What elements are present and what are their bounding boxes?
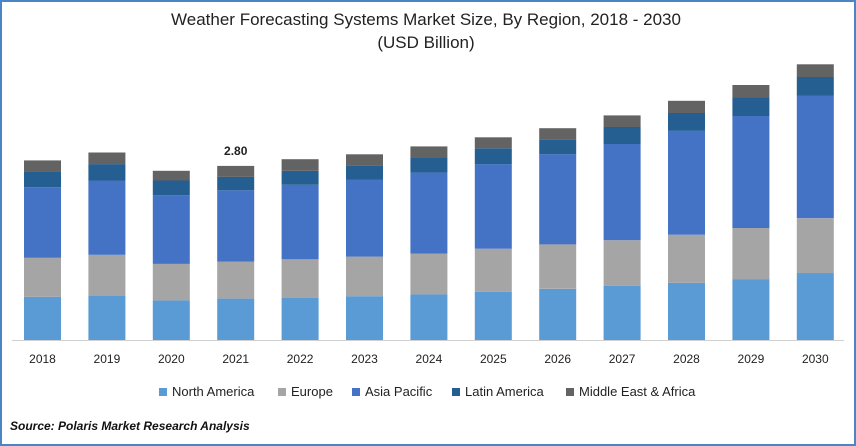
- x-tick-label-2027: 2027: [609, 352, 636, 366]
- bar-segment-asia-pacific-2022: [281, 184, 319, 260]
- bar-segment-middle-east-africa-2022: [281, 159, 319, 171]
- data-label-2021: 2.80: [224, 144, 248, 158]
- legend-label-middle-east-africa: Middle East & Africa: [579, 384, 696, 399]
- bar-segment-middle-east-africa-2024: [410, 146, 448, 158]
- bar-segment-middle-east-africa-2018: [24, 160, 61, 172]
- legend-swatch-north-america: [159, 388, 167, 396]
- legend-label-north-america: North America: [172, 384, 255, 399]
- bar-segment-latin-america-2018: [24, 171, 61, 188]
- bar-segment-latin-america-2027: [603, 127, 641, 144]
- legend-swatch-europe: [278, 388, 286, 396]
- bar-segment-north-america-2022: [281, 297, 319, 340]
- x-tick-label-2024: 2024: [416, 352, 443, 366]
- bar-segment-europe-2023: [346, 256, 383, 297]
- bar-segment-latin-america-2023: [346, 165, 383, 180]
- legend-label-europe: Europe: [291, 384, 333, 399]
- x-tick-label-2026: 2026: [544, 352, 571, 366]
- x-tick-label-2021: 2021: [222, 352, 249, 366]
- bar-segment-asia-pacific-2029: [732, 116, 770, 228]
- bar-segment-asia-pacific-2020: [152, 195, 190, 264]
- bar-segment-europe-2022: [281, 259, 319, 298]
- bar-segment-europe-2020: [152, 263, 190, 301]
- x-tick-label-2028: 2028: [673, 352, 700, 366]
- bar-segment-latin-america-2024: [410, 158, 448, 173]
- bar-segment-europe-2028: [668, 234, 705, 283]
- bar-segment-asia-pacific-2030: [796, 95, 834, 219]
- bar-segment-europe-2021: [217, 261, 255, 299]
- bar-segment-europe-2018: [24, 257, 61, 297]
- bar-segment-middle-east-africa-2027: [603, 115, 641, 127]
- bar-segment-europe-2024: [410, 253, 448, 295]
- bar-segment-latin-america-2028: [668, 113, 705, 131]
- source-note: Source: Polaris Market Research Analysis: [10, 419, 250, 433]
- bar-segment-north-america-2029: [732, 279, 770, 340]
- bar-segment-latin-america-2020: [152, 180, 190, 196]
- bar-segment-asia-pacific-2024: [410, 172, 448, 254]
- bar-segment-middle-east-africa-2019: [88, 152, 126, 165]
- bar-segment-asia-pacific-2025: [474, 164, 512, 249]
- bar-segment-latin-america-2022: [281, 170, 319, 185]
- bar-segment-latin-america-2029: [732, 97, 770, 116]
- bar-segment-north-america-2028: [668, 282, 705, 340]
- bar-segment-north-america-2026: [539, 288, 577, 340]
- legend-swatch-latin-america: [452, 388, 460, 396]
- bar-segment-north-america-2030: [796, 273, 834, 340]
- bar-segment-europe-2026: [539, 244, 577, 289]
- bar-segment-middle-east-africa-2026: [539, 128, 577, 140]
- bar-segment-middle-east-africa-2028: [668, 100, 705, 113]
- bar-segment-north-america-2018: [24, 296, 61, 340]
- bar-segment-europe-2029: [732, 228, 770, 280]
- x-tick-label-2022: 2022: [287, 352, 314, 366]
- bar-segment-europe-2019: [88, 254, 126, 296]
- bar-segment-asia-pacific-2028: [668, 130, 705, 235]
- bar-segment-latin-america-2021: [217, 176, 255, 191]
- bar-segment-middle-east-africa-2025: [474, 137, 512, 149]
- bar-segment-middle-east-africa-2029: [732, 85, 770, 98]
- chart-title-block: Weather Forecasting Systems Market Size,…: [0, 8, 852, 54]
- bar-segment-north-america-2019: [88, 295, 126, 340]
- x-tick-label-2018: 2018: [29, 352, 56, 366]
- bar-segment-latin-america-2026: [539, 139, 577, 155]
- bar-segment-asia-pacific-2023: [346, 179, 383, 257]
- x-tick-label-2023: 2023: [351, 352, 378, 366]
- bar-segment-latin-america-2019: [88, 164, 126, 181]
- x-tick-label-2020: 2020: [158, 352, 185, 366]
- bar-segment-north-america-2027: [603, 285, 641, 340]
- bar-segment-north-america-2025: [474, 291, 512, 340]
- legend-swatch-middle-east-africa: [566, 388, 574, 396]
- x-tick-label-2019: 2019: [94, 352, 121, 366]
- bar-segment-asia-pacific-2018: [24, 187, 61, 258]
- legend-swatch-asia-pacific: [352, 388, 360, 396]
- bar-segment-latin-america-2030: [796, 77, 834, 96]
- bar-segment-middle-east-africa-2030: [796, 64, 834, 78]
- bar-segment-middle-east-africa-2020: [152, 170, 190, 181]
- bar-segment-north-america-2023: [346, 296, 383, 340]
- x-tick-label-2029: 2029: [738, 352, 765, 366]
- bar-segment-north-america-2024: [410, 294, 448, 340]
- legend-label-asia-pacific: Asia Pacific: [365, 384, 433, 399]
- legend-label-latin-america: Latin America: [465, 384, 545, 399]
- bar-segment-north-america-2021: [217, 298, 255, 340]
- bar-segment-middle-east-africa-2023: [346, 154, 383, 166]
- bar-segment-europe-2025: [474, 248, 512, 292]
- bar-segment-north-america-2020: [152, 300, 190, 340]
- bar-segment-europe-2027: [603, 240, 641, 286]
- x-tick-label-2030: 2030: [802, 352, 829, 366]
- bar-segment-asia-pacific-2019: [88, 180, 126, 255]
- bar-segment-middle-east-africa-2021: [217, 165, 255, 177]
- bar-segment-asia-pacific-2021: [217, 190, 255, 262]
- bar-segment-europe-2030: [796, 218, 834, 274]
- chart-subtitle: (USD Billion): [377, 33, 475, 52]
- bar-segment-latin-america-2025: [474, 148, 512, 165]
- x-tick-label-2025: 2025: [480, 352, 507, 366]
- chart-title: Weather Forecasting Systems Market Size,…: [171, 10, 681, 29]
- bar-segment-asia-pacific-2027: [603, 144, 641, 241]
- bar-segment-asia-pacific-2026: [539, 154, 577, 245]
